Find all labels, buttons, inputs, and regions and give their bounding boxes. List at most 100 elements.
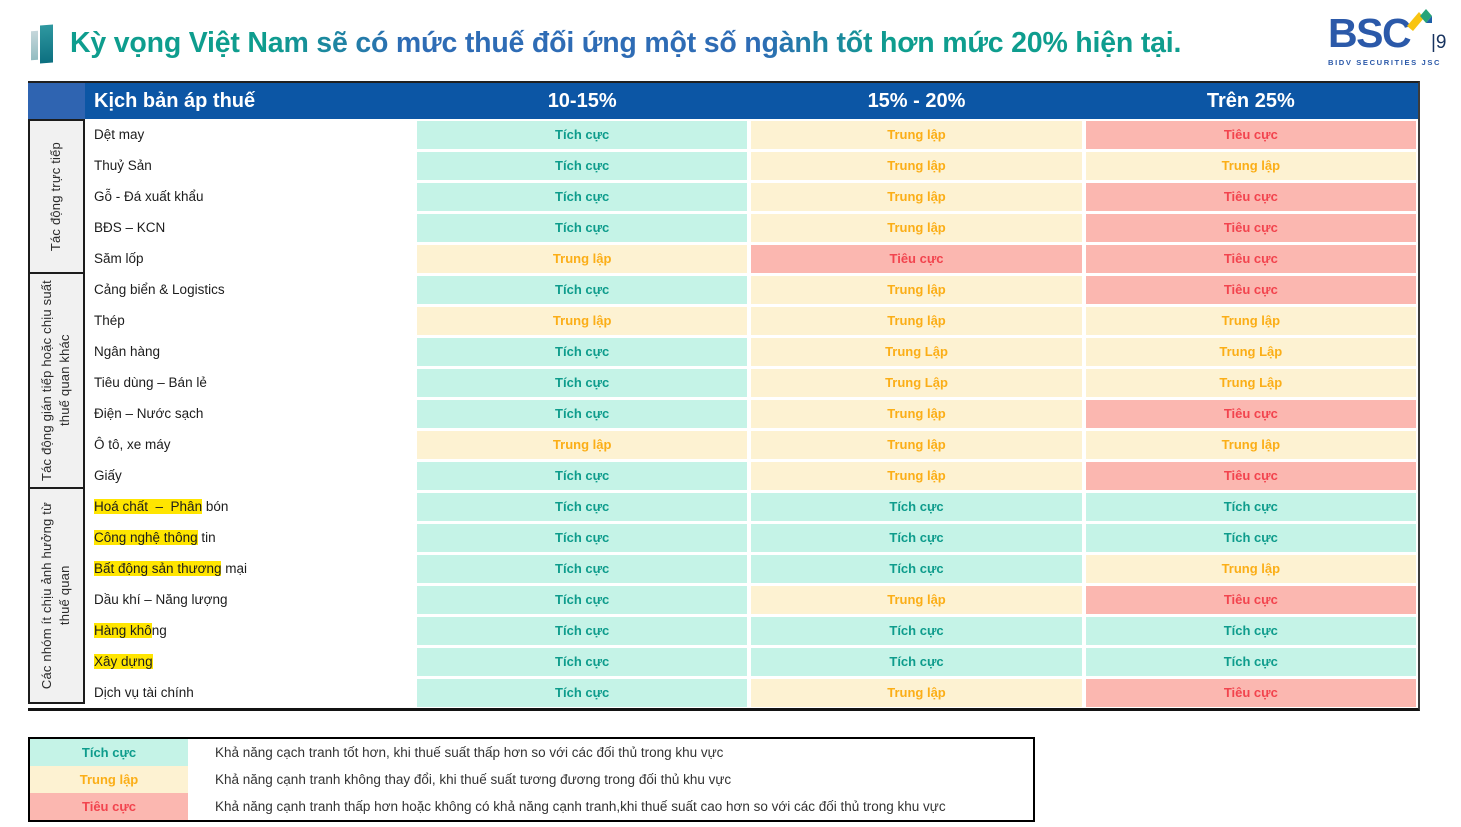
impact-cell: Trung lập bbox=[1085, 430, 1416, 459]
tariff-column-header: 15% - 20% bbox=[749, 83, 1084, 119]
group-label: Tác động gián tiếp hoặc chịu suất thuế q… bbox=[30, 274, 83, 487]
sector-text: Gỗ - Đá xuất khẩu bbox=[94, 189, 204, 204]
legend-swatch-negative: Tiêu cực bbox=[30, 793, 188, 820]
sector-text: Cảng biển & Logistics bbox=[94, 282, 225, 297]
sector-label: Săm lốp bbox=[85, 243, 415, 274]
sector-label: Ngân hàng bbox=[85, 336, 415, 367]
impact-cell: Tiêu cực bbox=[1085, 244, 1416, 273]
group-box: Tác động trực tiếp bbox=[28, 119, 85, 274]
table-body: Tác động trực tiếp Tác động gián tiếp hoặ… bbox=[28, 119, 1418, 708]
sector-text: tin bbox=[197, 530, 216, 545]
highlight-mark: Bất động sản thương bbox=[94, 561, 222, 576]
sector-label: Gỗ - Đá xuất khẩu bbox=[85, 181, 415, 212]
table-row: Thép Trung lập Trung lập Trung lập bbox=[85, 305, 1418, 336]
sector-label: Bất động sản thương mại bbox=[85, 553, 415, 584]
impact-cell: Tích cực bbox=[417, 554, 748, 583]
impact-cell: Trung Lập bbox=[1085, 337, 1416, 366]
table-row: Hoá chất – Phân bón Tích cực Tích cực Tích … bbox=[85, 491, 1418, 522]
sector-text: bón bbox=[202, 499, 229, 514]
tariff-column-header: 10-15% bbox=[415, 83, 750, 119]
sector-label: Thuỷ Sản bbox=[85, 150, 415, 181]
impact-cell: Trung Lập bbox=[1085, 368, 1416, 397]
impact-cell: Trung lập bbox=[417, 244, 748, 273]
sector-label: Thép bbox=[85, 305, 415, 336]
sector-text: Điện – Nước sạch bbox=[94, 406, 204, 421]
sector-label: Ô tô, xe máy bbox=[85, 429, 415, 460]
table-row: Công nghệ thông tin Tích cực Tích cực Tích … bbox=[85, 522, 1418, 553]
title-accent-icon bbox=[40, 24, 53, 64]
impact-cell: Trung lập bbox=[1085, 554, 1416, 583]
impact-cell: Tích cực bbox=[1085, 647, 1416, 676]
sector-label: Tiêu dùng – Bán lẻ bbox=[85, 367, 415, 398]
table-header: Kịch bản áp thuế 10-15% 15% - 20% Trên 2… bbox=[28, 83, 1418, 119]
bsc-subtitle: BIDV SECURITIES JSC bbox=[1328, 58, 1442, 67]
legend: Tích cực Khả năng cạch tranh tốt hơn, kh… bbox=[28, 737, 1035, 822]
legend-row: Tích cực Khả năng cạch tranh tốt hơn, kh… bbox=[30, 739, 1033, 766]
highlight-mark: Hàng khô bbox=[94, 623, 152, 638]
table-row: Bất động sản thương mại Tích cực Tích cực T… bbox=[85, 553, 1418, 584]
impact-cell: Tích cực bbox=[417, 616, 748, 645]
impact-cell: Trung lập bbox=[751, 399, 1082, 428]
sector-label: Dầu khí – Năng lượng bbox=[85, 584, 415, 615]
table-row: Dầu khí – Năng lượng Tích cực Trung lập Tiê… bbox=[85, 584, 1418, 615]
impact-cell: Tiêu cực bbox=[1085, 399, 1416, 428]
impact-cell: Tích cực bbox=[1085, 616, 1416, 645]
sector-label: Cảng biển & Logistics bbox=[85, 274, 415, 305]
impact-cell: Tích cực bbox=[751, 492, 1082, 521]
table-row: Xây dựng Tích cực Tích cực Tích cực bbox=[85, 646, 1418, 677]
table-row: BĐS – KCN Tích cực Trung lập Tiêu cực bbox=[85, 212, 1418, 243]
impact-cell: Trung lập bbox=[751, 151, 1082, 180]
title-accent-icon bbox=[31, 30, 38, 61]
group-label: Tác động trực tiếp bbox=[30, 121, 83, 272]
impact-cell: Trung Lập bbox=[751, 368, 1082, 397]
impact-table: Kịch bản áp thuế 10-15% 15% - 20% Trên 2… bbox=[28, 81, 1420, 711]
legend-description: Khả năng cạnh tranh thấp hơn hoặc không … bbox=[215, 799, 946, 814]
bsc-logo: BSC BIDV SECURITIES JSC bbox=[1328, 9, 1448, 67]
bsc-wordmark: BSC bbox=[1328, 10, 1412, 56]
impact-cell: Tích cực bbox=[751, 523, 1082, 552]
impact-cell: Tích cực bbox=[417, 275, 748, 304]
table-row: Cảng biển & Logistics Tích cực Trung lập Ti… bbox=[85, 274, 1418, 305]
sector-text: Giấy bbox=[94, 468, 122, 483]
sector-text: Dịch vụ tài chính bbox=[94, 685, 194, 700]
table-rows: Dệt may Tích cực Trung lập Tiêu cực Thuỷ Sản… bbox=[85, 119, 1418, 708]
impact-cell: Tích cực bbox=[417, 585, 748, 614]
bsc-arrow-icon bbox=[1407, 9, 1432, 31]
table-row: Săm lốp Trung lập Tiêu cực Tiêu cực bbox=[85, 243, 1418, 274]
sector-label: BĐS – KCN bbox=[85, 212, 415, 243]
impact-cell: Tiêu cực bbox=[1085, 585, 1416, 614]
tariff-column-header: Trên 25% bbox=[1083, 83, 1418, 119]
group-label-text: Tác động gián tiếp hoặc chịu suất thuế q… bbox=[39, 279, 73, 481]
impact-cell: Trung lập bbox=[751, 275, 1082, 304]
impact-cell: Trung lập bbox=[751, 430, 1082, 459]
table-row: Ngân hàng Tích cực Trung Lập Trung Lập bbox=[85, 336, 1418, 367]
table-row: Dệt may Tích cực Trung lập Tiêu cực bbox=[85, 119, 1418, 150]
highlight-mark: Công nghệ thông bbox=[94, 530, 198, 545]
impact-cell: Trung lập bbox=[1085, 151, 1416, 180]
legend-swatch-positive: Tích cực bbox=[30, 739, 188, 766]
table-row: Dịch vụ tài chính Tích cực Trung lập Tiêu c… bbox=[85, 677, 1418, 708]
impact-cell: Trung lập bbox=[751, 120, 1082, 149]
impact-cell: Tích cực bbox=[417, 368, 748, 397]
impact-cell: Tích cực bbox=[417, 151, 748, 180]
sector-label: Giấy bbox=[85, 460, 415, 491]
header-corner-cell bbox=[28, 83, 85, 119]
impact-cell: Tiêu cực bbox=[1085, 678, 1416, 707]
sector-label: Hàng khô ng bbox=[85, 615, 415, 646]
sector-text: mại bbox=[221, 561, 247, 576]
group-label-text: Các nhóm ít chịu ảnh hưởng từ thuế quan bbox=[39, 501, 73, 690]
impact-cell: Tích cực bbox=[751, 616, 1082, 645]
sector-text: ng bbox=[151, 623, 167, 638]
group-label-text: Tác động trực tiếp bbox=[48, 141, 64, 252]
impact-cell: Trung lập bbox=[751, 213, 1082, 242]
impact-cell: Tích cực bbox=[417, 461, 748, 490]
sector-text: Dệt may bbox=[94, 127, 145, 142]
sector-text: Dầu khí – Năng lượng bbox=[94, 592, 228, 607]
sector-text: Thuỷ Sản bbox=[94, 158, 152, 173]
table-row: Thuỷ Sản Tích cực Trung lập Trung lập bbox=[85, 150, 1418, 181]
impact-cell: Tích cực bbox=[417, 492, 748, 521]
impact-cell: Trung Lập bbox=[751, 337, 1082, 366]
sector-text: Ngân hàng bbox=[94, 344, 161, 359]
impact-cell: Tiêu cực bbox=[1085, 120, 1416, 149]
sector-label: Hoá chất – Phân bón bbox=[85, 491, 415, 522]
